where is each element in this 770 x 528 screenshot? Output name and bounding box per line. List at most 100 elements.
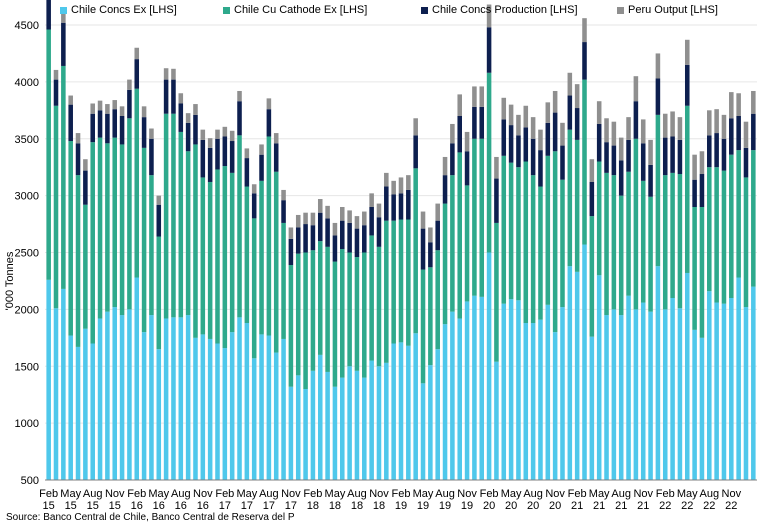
bar-segment-series-3 (626, 117, 631, 140)
bar-segment-series-3 (244, 148, 250, 159)
bar-segment-series-3 (156, 195, 162, 205)
bar-segment-series-1 (75, 175, 81, 347)
bar-segment-series-3 (288, 227, 294, 239)
bar-segment-series-2 (472, 106, 477, 139)
bar-segment-series-0 (200, 334, 206, 480)
bar-segment-series-1 (332, 261, 338, 387)
bar-segment-series-0 (229, 332, 235, 481)
bar-segment-series-2 (46, 0, 51, 30)
bar-segment-series-3 (714, 109, 719, 134)
bar-segment-series-2 (237, 101, 242, 136)
bar-segment-series-2 (574, 108, 580, 140)
bar-segment-series-1 (618, 195, 624, 316)
bar-segment-series-2 (618, 160, 624, 196)
bar-segment-series-2 (347, 222, 352, 253)
bar-segment-series-0 (259, 334, 264, 480)
bar-segment-series-3 (53, 69, 59, 80)
bar-segment-series-3 (229, 130, 235, 142)
bar-segment-series-0 (134, 277, 140, 480)
bar-segment-series-1 (435, 250, 440, 350)
legend-item: Peru Output [LHS] (617, 4, 718, 16)
bar-segment-series-3 (707, 110, 712, 136)
bar-segment-series-0 (340, 377, 345, 481)
bar-segment-series-3 (508, 104, 514, 126)
bar-segment-series-2 (589, 181, 595, 217)
x-tick-month: Aug (523, 488, 543, 500)
bar-segment-series-3 (552, 90, 558, 113)
bar-segment-series-1 (442, 203, 448, 325)
bar-segment-series-1 (288, 265, 294, 387)
bar-segment-series-3 (384, 172, 389, 187)
x-tick-month: Feb (656, 488, 675, 500)
bar-segment-series-0 (163, 318, 169, 480)
x-tick-year: 17 (219, 500, 231, 512)
bar-segment-series-1 (428, 267, 433, 366)
bars (46, 0, 756, 481)
bar-segment-series-2 (127, 89, 132, 119)
bar-segment-series-2 (714, 133, 719, 168)
bar-segment-series-2 (692, 179, 697, 207)
bar-segment-series-0 (354, 370, 360, 480)
bar-segment-series-2 (662, 137, 668, 176)
bar-segment-series-0 (193, 337, 198, 480)
bar-segment-series-0 (288, 386, 294, 480)
bar-segment-series-2 (61, 22, 66, 66)
bar-segment-series-2 (640, 143, 646, 181)
bar-segment-series-2 (200, 139, 206, 178)
bar-segment-series-3 (200, 129, 206, 140)
bar-segment-series-3 (670, 111, 675, 137)
bar-segment-series-1 (340, 249, 345, 378)
bar-segment-series-1 (112, 137, 118, 308)
bar-segment-series-0 (369, 360, 374, 480)
bar-segment-series-2 (736, 116, 741, 151)
bar-segment-series-2 (281, 200, 286, 223)
bar-segment-series-3 (545, 102, 551, 123)
bar-segment-series-2 (303, 224, 308, 253)
bar-segment-series-1 (516, 167, 521, 301)
bar-segment-series-1 (721, 170, 727, 304)
y-axis-ticks: 500 1000 1500 2000 2500 3000 3500 4000 4500 (15, 20, 39, 487)
bar-segment-series-2 (538, 150, 543, 187)
x-tick-month: Feb (568, 488, 587, 500)
bar-segment-series-1 (648, 196, 653, 312)
bar-segment-series-1 (406, 219, 411, 346)
bar-segment-series-3 (567, 72, 573, 96)
bar-segment-series-3 (692, 154, 697, 180)
bar-segment-series-0 (611, 309, 617, 481)
bar-segment-series-3 (266, 98, 272, 110)
x-tick-year: 19 (439, 500, 451, 512)
x-tick-month: Feb (480, 488, 499, 500)
bar-segment-series-3 (398, 177, 404, 194)
bar-segment-series-2 (251, 193, 257, 219)
bar-segment-series-3 (90, 103, 95, 114)
bar-segment-series-2 (149, 138, 154, 176)
bar-segment-series-1 (362, 252, 367, 378)
y-tick-label: 1000 (15, 418, 39, 430)
bar-segment-series-1 (156, 236, 162, 350)
bar-segment-series-1 (127, 118, 132, 310)
bar-segment-series-1 (655, 114, 661, 267)
x-tick-month: Aug (611, 488, 631, 500)
bar-segment-series-1 (450, 175, 455, 312)
bar-segment-series-0 (61, 288, 66, 480)
bar-segment-series-0 (97, 318, 103, 480)
x-tick-year: 18 (329, 500, 341, 512)
bar-segment-series-1 (662, 175, 668, 310)
bar-segment-series-3 (325, 205, 330, 219)
bar-segment-series-0 (119, 315, 125, 480)
bar-segment-series-0 (295, 375, 301, 480)
bar-segment-series-0 (457, 318, 462, 480)
bar-segment-series-2 (677, 139, 683, 175)
bar-segment-series-0 (428, 365, 433, 480)
bar-segment-series-3 (149, 128, 154, 139)
bar-segment-series-3 (538, 129, 543, 151)
x-tick-year: 15 (87, 500, 99, 512)
bar-segment-series-2 (428, 242, 433, 268)
x-tick-year: 16 (131, 500, 143, 512)
x-tick-month: Aug (259, 488, 279, 500)
x-tick-month: May (148, 488, 169, 500)
bar-segment-series-1 (384, 220, 389, 363)
bar-segment-series-3 (472, 86, 477, 107)
x-tick-month: Feb (215, 488, 234, 500)
bar-segment-series-0 (670, 298, 675, 480)
